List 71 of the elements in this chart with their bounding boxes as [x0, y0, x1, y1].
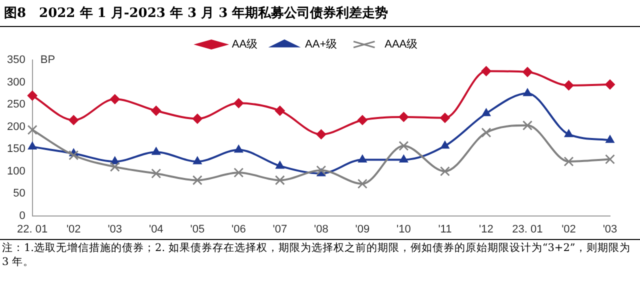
- x-tick-label: '03: [602, 223, 618, 236]
- point: [110, 94, 120, 104]
- x-tick-label: '02: [66, 223, 81, 236]
- chart-title: 图8 2022 年 1 月-2023 年 3 月 3 年期私募公司债券利差走势: [0, 0, 640, 27]
- y-tick-label: 150: [6, 143, 26, 156]
- x-tick-label: '07: [272, 223, 288, 236]
- point: [151, 106, 162, 116]
- y-tick-label: 250: [6, 98, 26, 111]
- y-tick-label: 0: [19, 210, 26, 222]
- x-tick-label: '11: [438, 223, 452, 236]
- point: [276, 160, 284, 169]
- point: [357, 115, 368, 126]
- x-tick-label: '08: [314, 223, 328, 236]
- point: [27, 90, 38, 101]
- y-axis-title: BP: [40, 54, 56, 66]
- point: [316, 129, 326, 140]
- legend-label: AA级: [232, 38, 258, 51]
- legend-label: AA+级: [305, 38, 338, 51]
- x-tick-label: 23. 01: [512, 223, 543, 236]
- point: [481, 66, 492, 76]
- y-tick-label: 350: [6, 54, 26, 66]
- point: [151, 168, 162, 179]
- point: [564, 80, 574, 90]
- x-tick-label: '05: [190, 223, 205, 236]
- point: [399, 154, 408, 162]
- point: [606, 135, 614, 143]
- y-tick-label: 300: [6, 76, 26, 88]
- point: [358, 154, 367, 162]
- point: [440, 140, 450, 149]
- x-tick-label: '02: [562, 223, 576, 236]
- point: [564, 156, 574, 166]
- point: [192, 175, 202, 186]
- point: [481, 128, 492, 138]
- point: [68, 115, 79, 126]
- x-tick-label: '10: [396, 223, 411, 236]
- x-tick-label: '06: [231, 223, 246, 236]
- x-tick-label: '03: [108, 223, 122, 236]
- point: [234, 98, 244, 108]
- point: [234, 144, 244, 153]
- point: [274, 106, 285, 116]
- point: [398, 112, 409, 122]
- x-tick-label: 22. 01: [17, 223, 48, 236]
- point: [564, 129, 574, 138]
- point: [234, 168, 244, 178]
- point: [28, 142, 37, 150]
- point: [68, 150, 79, 160]
- point: [316, 165, 326, 176]
- point: [440, 166, 450, 176]
- point: [522, 67, 532, 78]
- point: [193, 156, 202, 164]
- x-tick-label: '04: [148, 223, 164, 236]
- point: [192, 114, 202, 124]
- y-tick-label: 200: [6, 120, 26, 133]
- point: [110, 162, 120, 172]
- legend-label: AAA级: [384, 38, 418, 51]
- point: [398, 140, 409, 151]
- point: [440, 112, 450, 123]
- point: [482, 108, 491, 116]
- point: [357, 178, 368, 189]
- y-tick-label: 50: [13, 188, 26, 200]
- text: 注：1.选取无增信措施的债券；2. 如果债券存在选择权，期限为选择权之前的期限，例如债券的原始期限设计为“3+2”，则期限为 3 年。: [2, 241, 638, 269]
- point: [27, 124, 38, 135]
- point: [152, 147, 161, 155]
- point: [274, 175, 285, 186]
- x-tick-label: '12: [479, 223, 494, 236]
- point: [523, 88, 532, 96]
- x-tick-label: '09: [355, 223, 370, 236]
- point: [605, 154, 615, 164]
- point: [605, 79, 615, 90]
- y-tick-label: 100: [6, 165, 26, 178]
- point: [522, 120, 532, 130]
